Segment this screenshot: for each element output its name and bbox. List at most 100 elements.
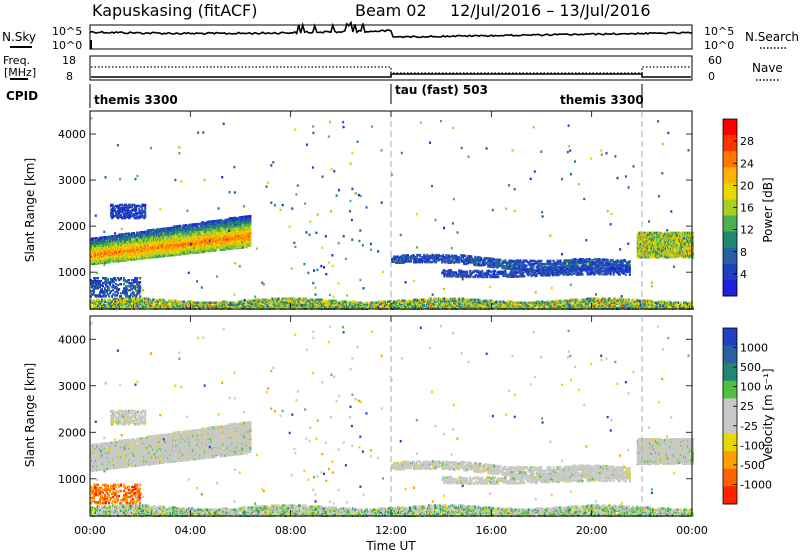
heatmap-cell [576,298,579,301]
heatmap-cell [104,298,106,301]
heatmap-cell [216,302,219,305]
heatmap-cell [336,305,339,308]
heatmap-cell [577,301,580,304]
heatmap-cell [157,300,160,303]
heatmap-cell [234,301,237,304]
heatmap-cell [209,303,212,306]
heatmap-cell [116,297,119,300]
nsearch-tick-bottom: 10^0 [704,39,734,52]
nsky-series [89,20,693,39]
heatmap-cell [239,300,242,303]
heatmap-cell [680,301,682,304]
heatmap-cell [183,300,186,303]
heatmap-cell [409,302,412,305]
cpid-segment-1: themis 3300 [94,93,178,107]
heatmap-cell [395,302,397,305]
heatmap-cell [479,303,482,306]
heatmap-cell [197,301,200,304]
heatmap-cell [486,302,489,305]
heatmap-cell [397,304,399,307]
heatmap-cell [167,302,170,305]
nsearch-label: N.Search [745,30,799,44]
heatmap-cell [98,298,100,301]
nave-tick-bottom: 0 [708,70,715,83]
heatmap-cell [299,299,302,302]
heatmap-cell [199,301,202,304]
heatmap-cell [375,301,378,304]
heatmap-cell [384,300,386,303]
heatmap-cell [503,301,506,304]
heatmap-cell [581,302,584,305]
heatmap-cell [227,301,230,304]
heatmap-cell [448,298,451,301]
heatmap-cell [264,298,267,301]
nave-label: Nave [752,61,783,75]
heatmap-cell [136,297,139,300]
heatmap-cell [93,302,95,305]
heatmap-cell [332,299,335,302]
heatmap-cell [147,302,150,305]
heatmap-cell [424,298,427,301]
heatmap-cell [380,304,382,307]
heatmap-cell [539,300,542,303]
heatmap-cell [142,302,145,305]
heatmap-cell [119,297,122,300]
power-heatmap [90,117,694,310]
heatmap-cell [227,305,230,308]
heatmap-cell [148,306,151,309]
heatmap-cell [401,301,403,304]
heatmap-cell [194,302,197,305]
heatmap-cell [315,306,318,309]
heatmap-cell [243,300,246,303]
heatmap-cell [254,298,257,301]
heatmap-cell [535,300,538,303]
heatmap-cell [388,300,390,303]
heatmap-cell [333,306,336,309]
heatmap-cell [90,304,92,307]
heatmap-cell [138,304,141,307]
nave-series [91,66,691,74]
heatmap-cell [164,300,167,303]
heatmap-cell [109,298,112,301]
heatmap-cell [277,297,280,300]
heatmap-cell [247,299,250,302]
nave-tick-top: 60 [708,54,722,67]
heatmap-cell [284,297,287,300]
heatmap-cell [368,301,371,304]
heatmap-cell [254,302,257,305]
cpid-segment-3: themis 3300 [560,93,644,107]
freq-tick-bottom: 8 [66,70,73,83]
nsearch-tick-top: 10^5 [704,25,734,38]
heatmap-cell [140,297,143,300]
heatmap-cell [454,297,457,300]
heatmap-cell [194,305,197,308]
heatmap-cell [306,299,309,302]
heatmap-cell [304,297,307,300]
heatmap-cell [164,305,167,308]
heatmap-cell [122,302,125,305]
heatmap-cell [302,305,305,308]
heatmap-cell [298,297,301,300]
freq-label: Freq. [3,54,30,67]
heatmap-cell [211,301,214,304]
heatmap-cell [255,298,258,301]
heatmap-cell [295,301,298,304]
heatmap-cell [116,301,119,304]
heatmap-cell [229,301,232,304]
heatmap-cell [134,304,137,307]
heatmap-cell [257,298,260,301]
heatmap-cell [627,298,630,301]
heatmap-cell [134,306,137,309]
nsky-tick-bottom: 10^0 [52,39,82,52]
heatmap-cell [293,297,296,300]
heatmap-cell [685,301,687,304]
heatmap-cell [111,300,114,303]
heatmap-cell [571,298,574,301]
heatmap-cell [588,297,591,300]
heatmap-cell [421,298,424,301]
nsky-tick-top: 10^5 [52,25,82,38]
title-station: Kapuskasing (fitACF) [92,1,257,20]
heatmap-cell [353,305,356,308]
